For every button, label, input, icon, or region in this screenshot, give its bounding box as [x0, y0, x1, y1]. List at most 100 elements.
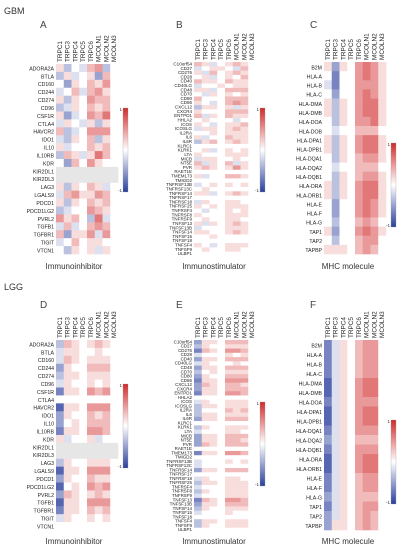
heatmap-cell [201, 122, 210, 127]
heatmap-cell [87, 135, 96, 144]
heatmap-cell [87, 127, 96, 136]
heatmap-cell [194, 109, 203, 115]
heatmap-cell [110, 347, 119, 357]
row-label: TIGIT [41, 517, 55, 523]
heatmap-cell [63, 246, 72, 255]
heatmap-cell [225, 83, 234, 89]
heatmap-cell [209, 459, 218, 465]
row-label: ADORA2A [29, 66, 54, 72]
heatmap-cell [110, 111, 119, 120]
heatmap-cell [209, 450, 218, 456]
heatmap-cell [347, 501, 356, 512]
heatmap-cell [56, 214, 65, 223]
row-label: IL2RA [179, 130, 192, 135]
row-label: IL6 [186, 135, 193, 140]
heatmap-cell [194, 118, 203, 123]
heatmap-cell [94, 387, 103, 396]
heatmap-cell [209, 221, 218, 227]
heatmap-cell [102, 111, 111, 120]
heatmap-cell [201, 83, 210, 89]
heatmap-cell [347, 180, 356, 191]
colorbar-min-label: -1 [386, 500, 390, 505]
heatmap-cell [217, 83, 226, 89]
heatmap-cell [201, 191, 210, 196]
heatmap-cell [209, 100, 218, 106]
heatmap-cell [240, 365, 249, 371]
heatmap-cell [240, 208, 249, 214]
heatmap-cell [201, 365, 210, 371]
heatmap-cell [94, 111, 103, 120]
heatmap-cell [56, 87, 65, 96]
heatmap-cell [63, 498, 72, 507]
heatmap-cell [355, 89, 364, 99]
heatmap-cell [370, 116, 379, 127]
heatmap-cell [240, 340, 249, 345]
heatmap-cell [209, 468, 218, 473]
heatmap-cell [331, 71, 340, 81]
heatmap-cell [102, 506, 111, 515]
heatmap-cell [209, 502, 218, 507]
heatmap-cell [209, 361, 218, 366]
heatmap-cell [355, 244, 364, 255]
heatmap-cell [370, 349, 379, 360]
heatmap-cell [232, 476, 241, 482]
heatmap-cell [232, 165, 241, 171]
heatmap-cell [355, 340, 364, 350]
heatmap-cell [194, 152, 203, 158]
heatmap-cell [87, 64, 96, 73]
heatmap-cell [194, 497, 203, 503]
heatmap-cell [347, 144, 356, 154]
heatmap-cell [225, 225, 234, 231]
heatmap-cell [56, 238, 65, 247]
heatmap-cell [339, 126, 348, 136]
heatmap-cell [248, 126, 257, 132]
heatmap-cell [248, 83, 257, 89]
heatmap-cell [194, 395, 203, 401]
heatmap-cell [232, 438, 241, 443]
heatmap-cell [225, 204, 234, 209]
heatmap-cell [331, 511, 340, 521]
heatmap-cell [248, 386, 257, 392]
heatmap-cell [232, 344, 241, 349]
heatmap-cell [194, 421, 203, 426]
heatmap-cell [209, 399, 218, 405]
heatmap-cell [225, 126, 234, 132]
heatmap-cell [225, 156, 234, 162]
heatmap-cell [324, 244, 333, 255]
heatmap-cell [209, 74, 218, 80]
row-label: CD244 [38, 366, 54, 372]
heatmap-cell [232, 404, 241, 409]
heatmap-cell [240, 404, 249, 409]
heatmap-cell [102, 151, 111, 160]
row-label: TGFBR1 [34, 233, 55, 239]
heatmap-cell [232, 195, 241, 201]
heatmap-cell [248, 378, 257, 383]
heatmap-cell [232, 442, 241, 447]
row-label: ICOS [181, 122, 192, 127]
heatmap-cell [110, 159, 119, 168]
row-label: HLA-F [307, 212, 322, 218]
row-label: TNFSF15 [173, 510, 193, 515]
heatmap-cell [339, 180, 348, 191]
heatmap-cell [248, 174, 257, 179]
heatmap-cell [362, 435, 371, 445]
heatmap-cell [209, 135, 218, 140]
heatmap-cell [71, 166, 80, 176]
heatmap-cell [378, 208, 387, 218]
heatmap-cell [225, 74, 234, 80]
heatmap-cell [347, 244, 356, 255]
heatmap-cell [209, 369, 218, 375]
heatmap-cell [63, 79, 72, 89]
row-label: HLA-DRA [299, 458, 322, 464]
heatmap-cell [217, 109, 226, 115]
heatmap-cell [71, 230, 80, 239]
row-label: ENTPD1 [174, 113, 192, 118]
heatmap-cell [339, 89, 348, 99]
row-label: IL6 [186, 412, 193, 417]
heatmap-cell [378, 349, 387, 360]
heatmap-cell [355, 107, 364, 118]
heatmap-cell [378, 368, 387, 379]
column-label: TRPC3 [65, 41, 72, 62]
heatmap-cell [194, 361, 203, 366]
heatmap-cell [63, 174, 72, 184]
